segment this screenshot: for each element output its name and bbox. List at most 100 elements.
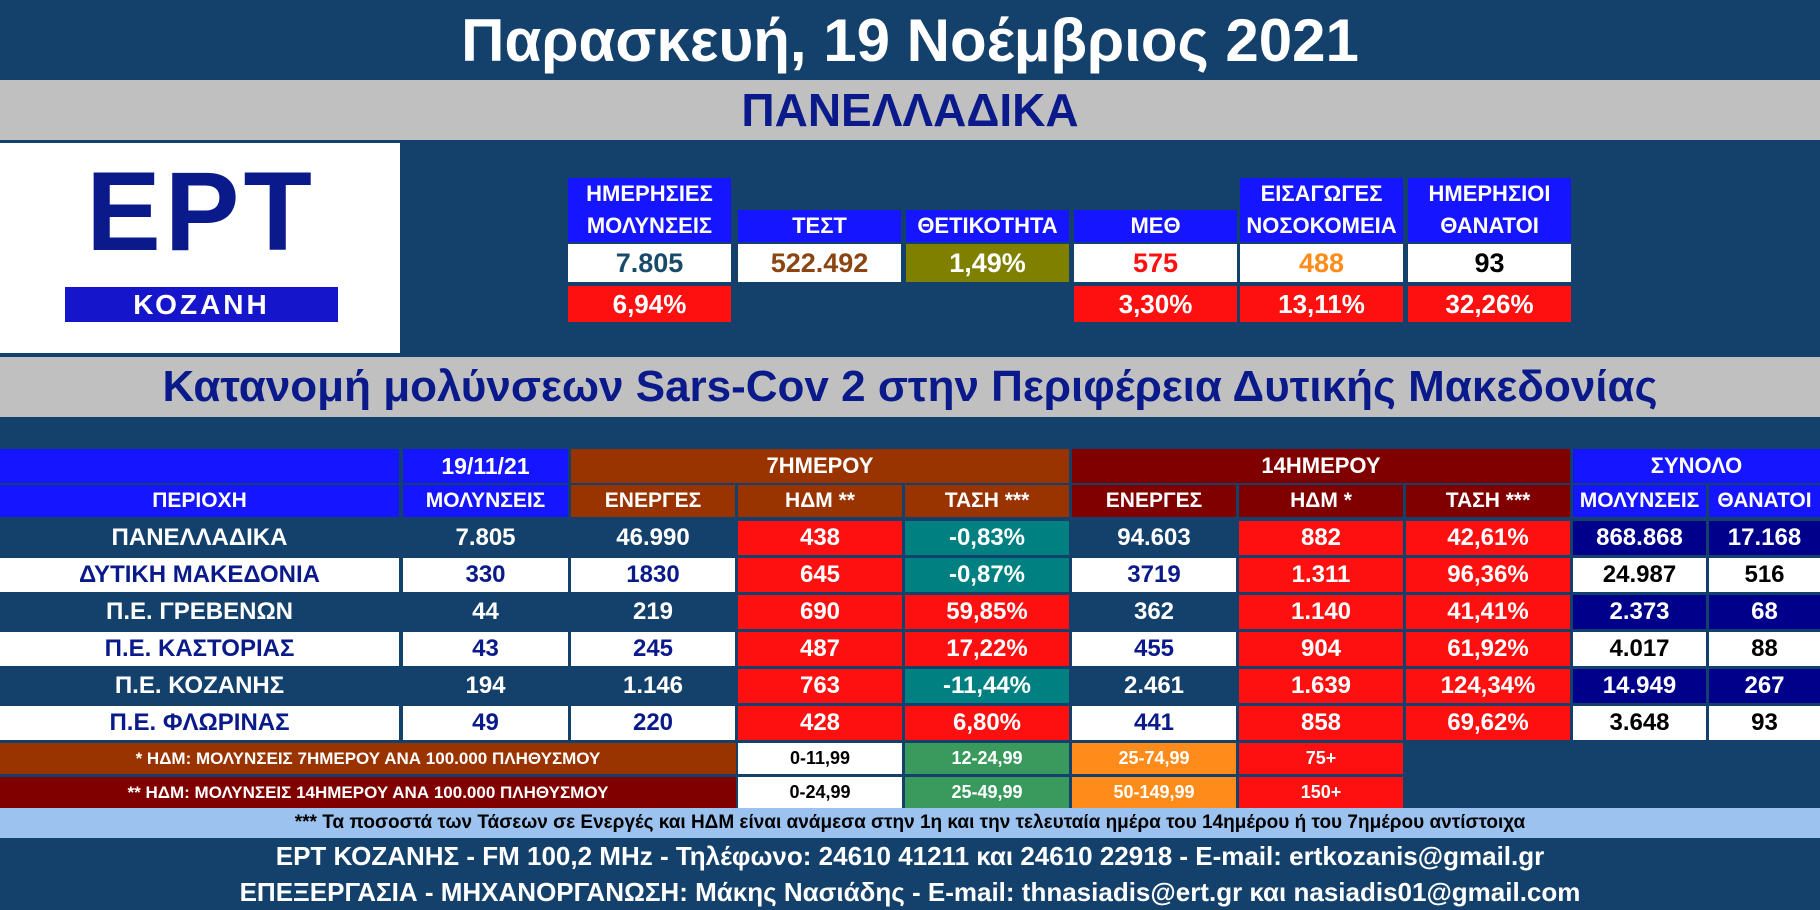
table-cell: 59,85% <box>905 595 1069 629</box>
summary-header: ΗΜΕΡΗΣΙΟΙ ΘΑΝΑΤΟΙ <box>1408 178 1571 242</box>
table-cell: 93 <box>1709 706 1820 740</box>
legend-range: 25-49,99 <box>905 777 1069 808</box>
section-title-national: ΠΑΝΕΛΛΑΔΙΚΑ <box>0 80 1820 140</box>
column-header: ΜΟΛΥΝΣΕΙΣ <box>1573 485 1706 517</box>
section-title-region: Κατανομή μολύνσεων Sars-Cov 2 στην Περιφ… <box>0 357 1820 417</box>
summary-value: 522.492 <box>738 244 901 282</box>
table-cell: 42,61% <box>1406 521 1570 555</box>
table-cell: 7.805 <box>403 521 568 555</box>
table-cell: 68 <box>1709 595 1820 629</box>
table-cell: 1.146 <box>571 669 735 703</box>
table-cell: 267 <box>1709 669 1820 703</box>
column-header: ΗΔΜ * <box>1239 485 1403 517</box>
summary-value: 575 <box>1074 244 1237 282</box>
group-header-blank <box>0 449 399 483</box>
column-header: ΗΔΜ ** <box>738 485 902 517</box>
legend-range: 0-11,99 <box>738 743 902 774</box>
table-cell: 3719 <box>1072 558 1236 592</box>
table-cell: 124,34% <box>1406 669 1570 703</box>
table-cell: 2.461 <box>1072 669 1236 703</box>
table-cell: 1.140 <box>1239 595 1403 629</box>
legend-note: * ΗΔΜ: ΜΟΛΥΝΣΕΙΣ 7ΗΜΕΡΟΥ ΑΝΑ 100.000 ΠΛΗ… <box>0 743 736 774</box>
contact-line-editor: ΕΠΕΞΕΡΓΑΣΙΑ - ΜΗΧΑΝΟΡΓΑΝΩΣΗ: Μάκης Νασιά… <box>239 876 1581 907</box>
table-cell: 69,62% <box>1406 706 1570 740</box>
group-header-14day: 14ΗΜΕΡΟΥ <box>1072 449 1570 483</box>
row-region-name: ΔΥΤΙΚΗ ΜΑΚΕΔΟΝΙΑ <box>0 558 399 592</box>
legend-range: 12-24,99 <box>905 743 1069 774</box>
summary-value: 7.805 <box>568 244 731 282</box>
column-header: ΕΝΕΡΓΕΣ <box>571 485 735 517</box>
table-cell: 868.868 <box>1573 521 1706 555</box>
table-cell: 24.987 <box>1573 558 1706 592</box>
table-cell: 1.311 <box>1239 558 1403 592</box>
table-cell: -0,87% <box>905 558 1069 592</box>
summary-value: 488 <box>1240 244 1403 282</box>
table-cell: 2.373 <box>1573 595 1706 629</box>
row-region-name: Π.Ε. ΚΟΖΑΝΗΣ <box>0 669 399 703</box>
table-cell: 43 <box>403 632 568 666</box>
group-header-total: ΣΥΝΟΛΟ <box>1573 449 1820 483</box>
table-cell: 220 <box>571 706 735 740</box>
contact-line-ert: ΕΡΤ ΚΟΖΑΝΗΣ - FM 100,2 MHz - Τηλέφωνο: 2… <box>275 840 1545 871</box>
logo-sub-text: ΚΟΖΑΝΗ <box>65 287 338 322</box>
summary-header: ΤΕΣΤ <box>738 210 901 242</box>
table-cell: 219 <box>571 595 735 629</box>
table-cell: 245 <box>571 632 735 666</box>
table-cell: 88 <box>1709 632 1820 666</box>
table-cell: 763 <box>738 669 902 703</box>
table-cell: 3.648 <box>1573 706 1706 740</box>
table-cell: 362 <box>1072 595 1236 629</box>
row-region-name: Π.Ε. ΦΛΩΡΙΝΑΣ <box>0 706 399 740</box>
group-header-7day: 7ΗΜΕΡΟΥ <box>571 449 1069 483</box>
group-header-date: 19/11/21 <box>403 449 568 483</box>
summary-header: ΗΜΕΡΗΣΙΕΣ ΜΟΛΥΝΣΕΙΣ <box>568 178 731 242</box>
summary-change: 3,30% <box>1074 286 1237 322</box>
column-header: ΠΕΡΙΟΧΗ <box>0 485 399 517</box>
footnote: *** Τα ποσοστά των Τάσεων σε Ενεργές και… <box>0 808 1820 838</box>
table-cell: 17.168 <box>1709 521 1820 555</box>
table-cell: 194 <box>403 669 568 703</box>
row-region-name: Π.Ε. ΓΡΕΒΕΝΩΝ <box>0 595 399 629</box>
table-cell: 330 <box>403 558 568 592</box>
table-cell: 516 <box>1709 558 1820 592</box>
table-cell: 904 <box>1239 632 1403 666</box>
summary-header: ΜΕΘ <box>1074 210 1237 242</box>
row-region-name: Π.Ε. ΚΑΣΤΟΡΙΑΣ <box>0 632 399 666</box>
table-cell: -0,83% <box>905 521 1069 555</box>
table-cell: 690 <box>738 595 902 629</box>
table-cell: 17,22% <box>905 632 1069 666</box>
summary-value: 1,49% <box>906 244 1069 282</box>
table-cell: 428 <box>738 706 902 740</box>
table-cell: 645 <box>738 558 902 592</box>
table-cell: 41,41% <box>1406 595 1570 629</box>
table-cell: 61,92% <box>1406 632 1570 666</box>
table-cell: 96,36% <box>1406 558 1570 592</box>
column-header: ΤΑΣΗ *** <box>1406 485 1570 517</box>
table-cell: 858 <box>1239 706 1403 740</box>
table-cell: 882 <box>1239 521 1403 555</box>
table-cell: 438 <box>738 521 902 555</box>
table-cell: 487 <box>738 632 902 666</box>
legend-note: ** ΗΔΜ: ΜΟΛΥΝΣΕΙΣ 14ΗΜΕΡΟΥ ΑΝΑ 100.000 Π… <box>0 777 736 808</box>
table-cell: 44 <box>403 595 568 629</box>
ert-kozani-logo: EPT ΚΟΖΑΝΗ <box>0 143 400 353</box>
table-cell: 441 <box>1072 706 1236 740</box>
table-cell: 94.603 <box>1072 521 1236 555</box>
legend-range: 25-74,99 <box>1072 743 1236 774</box>
column-header: ΘΑΝΑΤΟΙ <box>1709 485 1820 517</box>
legend-range: 50-149,99 <box>1072 777 1236 808</box>
table-cell: -11,44% <box>905 669 1069 703</box>
table-cell: 49 <box>403 706 568 740</box>
table-cell: 14.949 <box>1573 669 1706 703</box>
legend-range: 0-24,99 <box>738 777 902 808</box>
summary-header: ΕΙΣΑΓΩΓΕΣ ΝΟΣΟΚΟΜΕΙΑ <box>1240 178 1403 242</box>
logo-main-text: EPT <box>86 149 316 274</box>
summary-change: 13,11% <box>1240 286 1403 322</box>
table-cell: 455 <box>1072 632 1236 666</box>
summary-change: 6,94% <box>568 286 731 322</box>
table-cell: 1830 <box>571 558 735 592</box>
summary-header: ΘΕΤΙΚΟΤΗΤΑ <box>906 210 1069 242</box>
summary-change: 32,26% <box>1408 286 1571 322</box>
column-header: ΕΝΕΡΓΕΣ <box>1072 485 1236 517</box>
